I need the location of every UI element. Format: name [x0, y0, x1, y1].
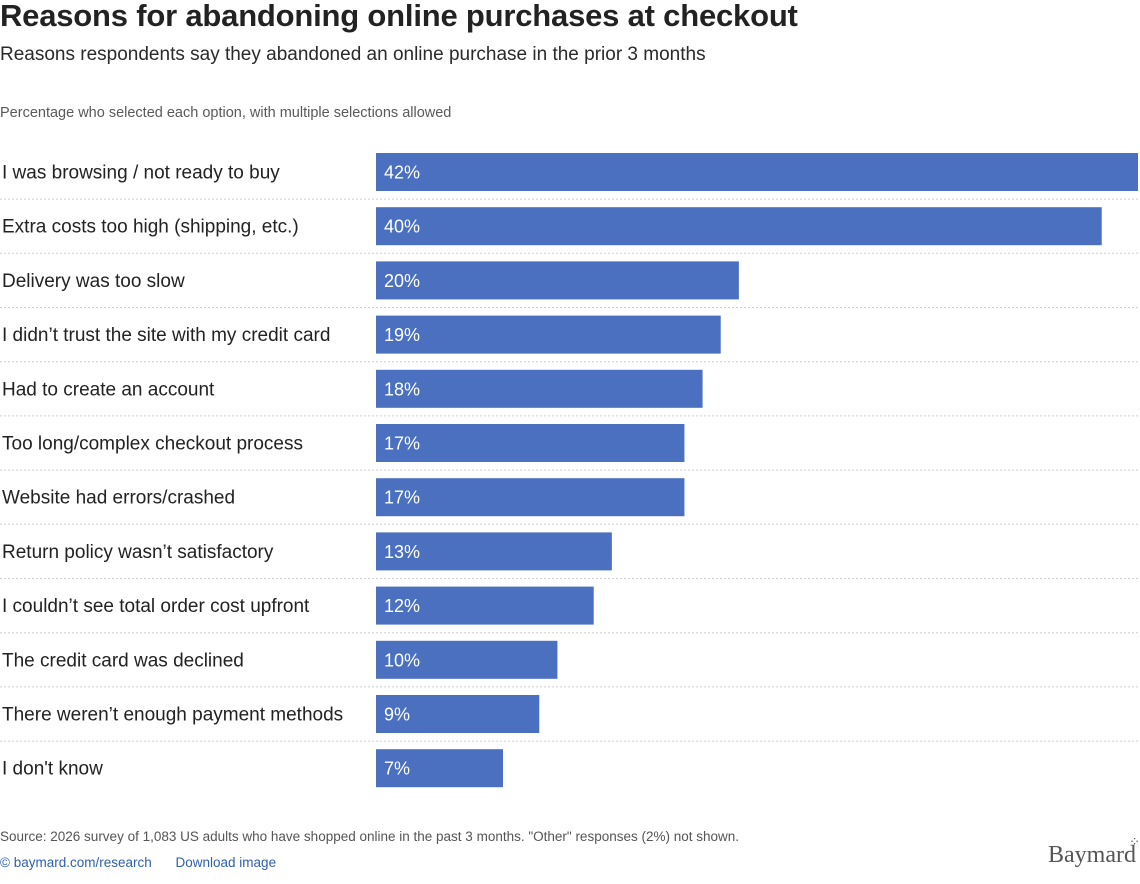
- category-label: Delivery was too slow: [2, 271, 185, 292]
- bar-chart: I was browsing / not ready to buy 42% Extr…: [0, 144, 1140, 792]
- category-label: There weren’t enough payment methods: [2, 705, 343, 726]
- value-label: 9%: [384, 705, 410, 725]
- chart-title: Reasons for abandoning online purchases …: [0, 0, 798, 33]
- value-label: 13%: [384, 542, 420, 562]
- chart-subtitle: Reasons respondents say they abandoned a…: [0, 44, 706, 65]
- brand-logo-mark: ⁘: [1129, 834, 1140, 849]
- value-label: 40%: [384, 217, 420, 237]
- bar: [376, 532, 612, 571]
- value-label: 18%: [384, 379, 420, 399]
- brand-logo: Baymard: [1048, 842, 1136, 868]
- category-label: I didn’t trust the site with my credit c…: [2, 325, 330, 346]
- bar: [376, 695, 540, 733]
- value-label: 12%: [384, 596, 420, 616]
- value-label: 19%: [384, 325, 420, 345]
- value-label: 17%: [384, 434, 420, 454]
- bar: [376, 261, 739, 300]
- category-label: Website had errors/crashed: [2, 488, 235, 509]
- category-label: Return policy wasn’t satisfactory: [2, 542, 274, 563]
- value-label: 7%: [384, 759, 410, 779]
- value-label: 10%: [384, 650, 420, 670]
- bar: [376, 153, 1138, 191]
- category-label: I was browsing / not ready to buy: [2, 163, 280, 184]
- bar: [376, 207, 1102, 246]
- chart-note: Percentage who selected each option, wit…: [0, 105, 452, 121]
- bar: [376, 478, 685, 517]
- bar: [376, 749, 503, 788]
- bar: [376, 586, 594, 625]
- category-label: I couldn’t see total order cost upfront: [2, 596, 310, 617]
- bar: [376, 369, 703, 408]
- category-label: Extra costs too high (shipping, etc.): [2, 217, 299, 238]
- bar: [376, 424, 685, 462]
- value-label: 17%: [384, 488, 420, 508]
- value-label: 20%: [384, 271, 420, 291]
- source-note: Source: 2026 survey of 1,083 US adults w…: [0, 829, 740, 844]
- download-image-link[interactable]: Download image: [175, 855, 277, 870]
- footer-links: © baymard.com/research Download image: [0, 855, 276, 870]
- category-label: Too long/complex checkout process: [2, 434, 303, 455]
- value-label: 42%: [384, 163, 420, 183]
- research-link[interactable]: © baymard.com/research: [0, 855, 152, 870]
- category-label: Had to create an account: [2, 379, 215, 400]
- category-label: The credit card was declined: [2, 650, 244, 671]
- category-label: I don't know: [2, 759, 103, 780]
- bar: [376, 640, 558, 679]
- bar: [376, 315, 721, 354]
- bar-chart-svg: I was browsing / not ready to buy 42% Extr…: [0, 153, 1140, 788]
